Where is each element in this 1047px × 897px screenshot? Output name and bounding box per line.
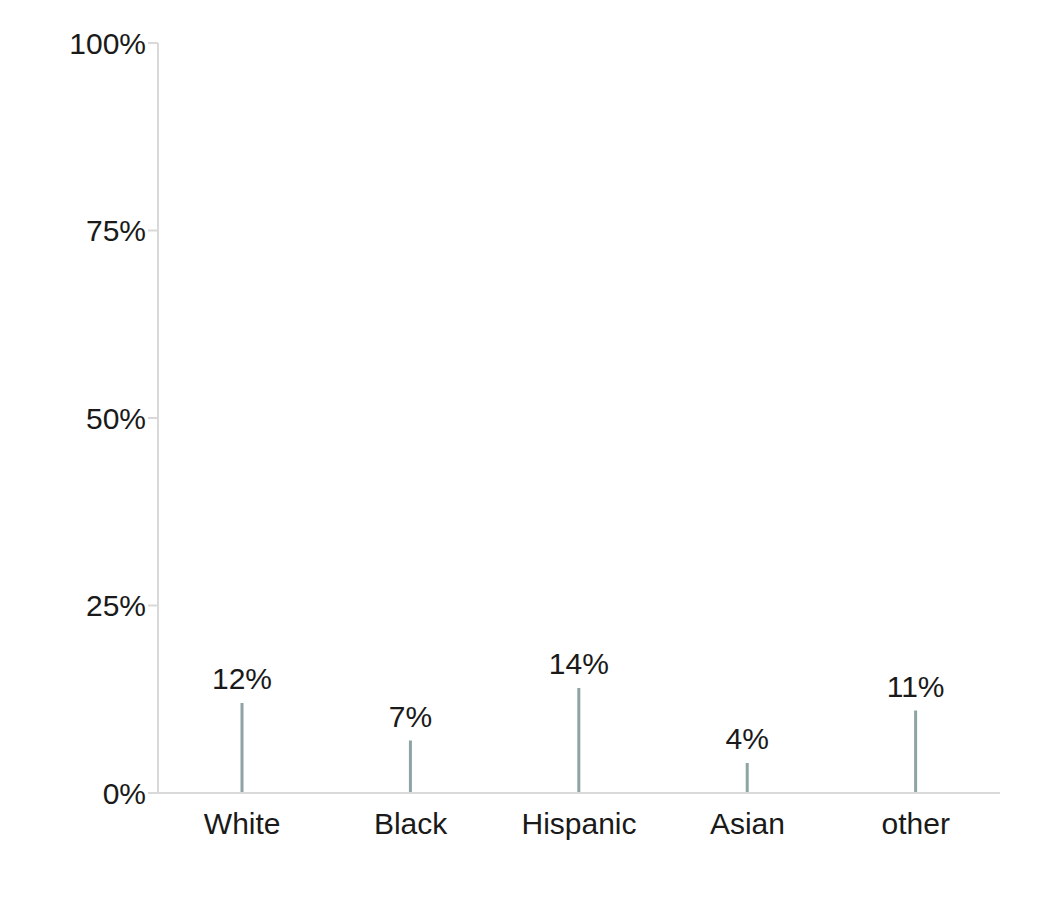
svg-text:White: White [204, 807, 281, 840]
svg-text:14%: 14% [549, 647, 609, 680]
svg-text:4%: 4% [726, 722, 769, 755]
svg-text:Asian: Asian [710, 807, 785, 840]
svg-text:75%: 75% [86, 214, 146, 247]
svg-text:50%: 50% [86, 402, 146, 435]
svg-text:0%: 0% [103, 777, 146, 810]
svg-text:Black: Black [374, 807, 448, 840]
svg-text:25%: 25% [86, 589, 146, 622]
svg-text:7%: 7% [389, 700, 432, 733]
svg-text:Hispanic: Hispanic [521, 807, 636, 840]
svg-text:100%: 100% [69, 27, 146, 60]
svg-text:other: other [882, 807, 950, 840]
svg-text:11%: 11% [887, 670, 945, 703]
svg-text:12%: 12% [212, 662, 272, 695]
